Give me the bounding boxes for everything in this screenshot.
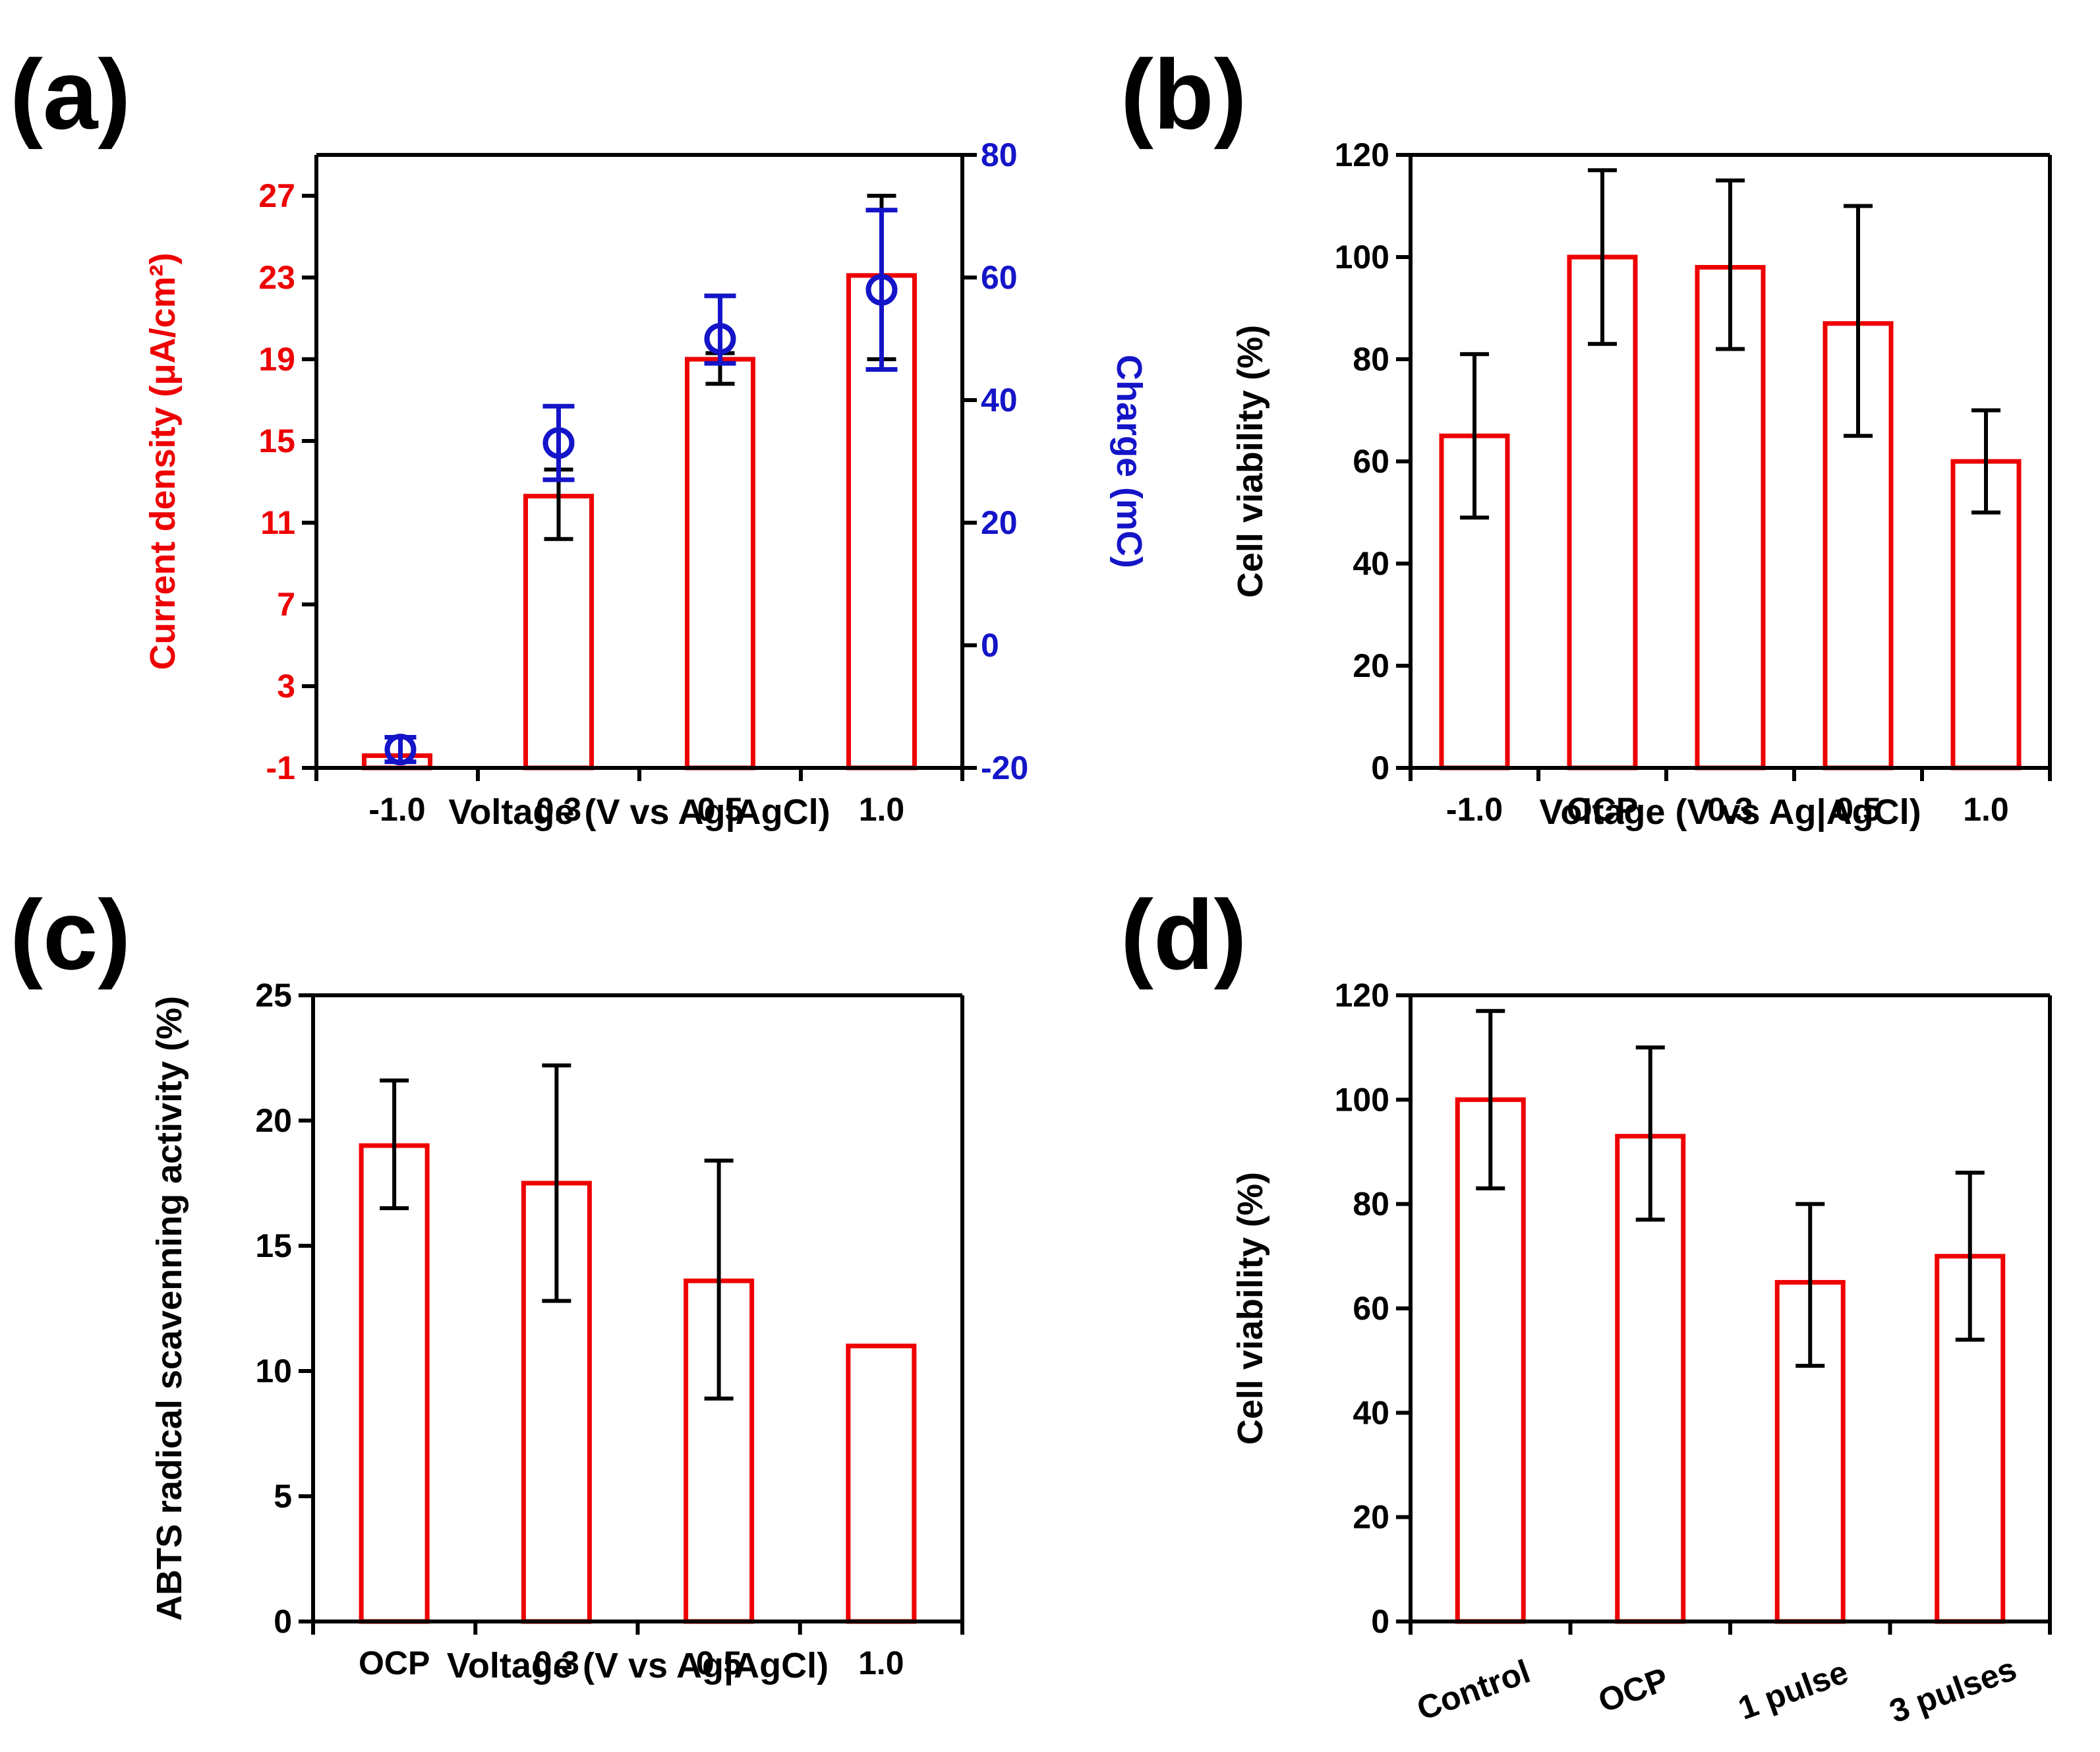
y-tick-label-a-2: 7 bbox=[277, 586, 295, 623]
y-tick-label-b-1: 20 bbox=[1353, 647, 1389, 684]
y-tick-label-d-1: 20 bbox=[1353, 1499, 1389, 1536]
y-tick-label-c-5: 25 bbox=[255, 977, 292, 1014]
x-tick-label-a-1: 0.3 bbox=[536, 791, 582, 828]
y-tick-label-d-5: 100 bbox=[1335, 1081, 1389, 1118]
y-tick-label-b-0: 0 bbox=[1371, 749, 1389, 786]
y-tick-label-c-3: 15 bbox=[255, 1227, 292, 1264]
x-tick-label-d-1: OCP bbox=[1593, 1660, 1673, 1720]
x-tick-label-c-0: OCP bbox=[359, 1645, 430, 1681]
panel-label-b: (b) bbox=[1121, 39, 1247, 150]
y-tick-label-c-1: 5 bbox=[274, 1478, 292, 1515]
y-tick-label-d-4: 80 bbox=[1353, 1186, 1389, 1223]
y-tick-label-c-0: 0 bbox=[274, 1603, 292, 1640]
x-tick-label-b-0: -1.0 bbox=[1446, 791, 1503, 828]
bar-a-2 bbox=[685, 357, 755, 771]
right-tick-label-a-4: 60 bbox=[981, 259, 1018, 296]
chart-a: -20 0 20 40 60 80 Charge (mC) -1 3 7 11 15 19 23 27 -1.… bbox=[143, 136, 1149, 832]
chart-b: 0 20 40 60 80 100 120 -1.0 OCP 0.3 0.5 1.0 Voltage (… bbox=[1231, 136, 2052, 832]
y-axis-title-b: Cell viability (%) bbox=[1231, 325, 1270, 598]
y-tick-label-d-3: 60 bbox=[1353, 1290, 1389, 1327]
x-tick-label-c-3: 1.0 bbox=[858, 1645, 904, 1681]
x-tick-label-d-0: Control bbox=[1412, 1652, 1534, 1727]
right-tick-label-a-2: 20 bbox=[981, 504, 1018, 541]
x-tick-label-c-1: 0.3 bbox=[534, 1645, 580, 1681]
x-axis-title-a: Voltage (V vs Ag|AgCl) bbox=[448, 792, 830, 832]
y-tick-label-a-1: 3 bbox=[277, 668, 295, 705]
panel-label-c: (c) bbox=[10, 879, 131, 990]
right-tick-label-a-5: 80 bbox=[981, 136, 1018, 173]
y-tick-label-d-6: 120 bbox=[1335, 977, 1389, 1014]
y-axis-title-d: Cell viability (%) bbox=[1231, 1172, 1270, 1445]
x-tick-label-b-4: 1.0 bbox=[1963, 791, 2009, 828]
x-tick-label-a-0: -1.0 bbox=[368, 791, 425, 828]
y-tick-label-a-6: 23 bbox=[258, 259, 295, 296]
y-tick-label-b-6: 120 bbox=[1335, 136, 1389, 173]
bar-c-3 bbox=[846, 1343, 917, 1624]
right-axis-title-a: Charge (mC) bbox=[1109, 355, 1149, 568]
charge-marker-2 bbox=[704, 323, 736, 355]
y-tick-label-a-5: 19 bbox=[258, 341, 295, 378]
y-tick-label-a-3: 11 bbox=[260, 504, 295, 541]
y-tick-label-d-2: 40 bbox=[1353, 1394, 1389, 1431]
bar-c-0 bbox=[359, 1143, 430, 1624]
chart-d: 0 20 40 60 80 100 120 Control OCP 1 pulse 3 pulses… bbox=[1231, 977, 2052, 1730]
x-tick-label-b-1: OCP bbox=[1567, 791, 1638, 828]
y-tick-label-b-2: 40 bbox=[1353, 545, 1389, 582]
x-tick-label-c-2: 0.5 bbox=[696, 1645, 742, 1681]
y-tick-label-a-0: -1 bbox=[266, 749, 295, 786]
y-axis-title-a: Current density (μA/cm²) bbox=[143, 252, 183, 670]
x-tick-label-b-2: 0.3 bbox=[1707, 791, 1753, 828]
y-axis-title-c: ABTS radical scavenning activity (%) bbox=[150, 996, 189, 1621]
y-tick-label-c-2: 10 bbox=[255, 1353, 292, 1389]
x-tick-label-d-3: 3 pulses bbox=[1884, 1650, 2021, 1730]
y-tick-label-c-4: 20 bbox=[255, 1102, 292, 1139]
y-tick-label-b-3: 60 bbox=[1353, 443, 1389, 480]
y-tick-label-b-4: 80 bbox=[1353, 341, 1389, 378]
charge-marker-0 bbox=[384, 734, 417, 766]
y-tick-label-a-4: 15 bbox=[258, 423, 295, 459]
charge-marker-3 bbox=[865, 274, 898, 306]
y-tick-label-b-5: 100 bbox=[1335, 239, 1389, 276]
x-axis-title-c: Voltage (V vs Ag|AgCl) bbox=[447, 1646, 829, 1686]
y-tick-label-d-0: 0 bbox=[1371, 1603, 1389, 1640]
right-tick-label-a-1: 0 bbox=[981, 627, 999, 664]
y-tick-label-a-7: 27 bbox=[258, 177, 295, 214]
panel-label-a: (a) bbox=[10, 39, 131, 150]
x-axis-title-b: Voltage (V vs Ag|AgCl) bbox=[1539, 792, 1921, 832]
x-tick-label-d-2: 1 pulse bbox=[1734, 1653, 1853, 1727]
x-tick-label-a-2: 0.5 bbox=[697, 791, 744, 828]
right-tick-label-a-3: 40 bbox=[981, 382, 1018, 419]
right-tick-label-a-0: -20 bbox=[981, 749, 1028, 786]
x-tick-label-b-3: 0.5 bbox=[1835, 791, 1881, 828]
panel-label-d: (d) bbox=[1121, 879, 1247, 990]
charge-marker-1 bbox=[542, 427, 575, 459]
chart-c: 0 5 10 15 20 25 OCP 0.3 0.5 1.0 Voltage (V vs Ag|A… bbox=[150, 977, 964, 1686]
x-tick-label-a-3: 1.0 bbox=[859, 791, 905, 828]
